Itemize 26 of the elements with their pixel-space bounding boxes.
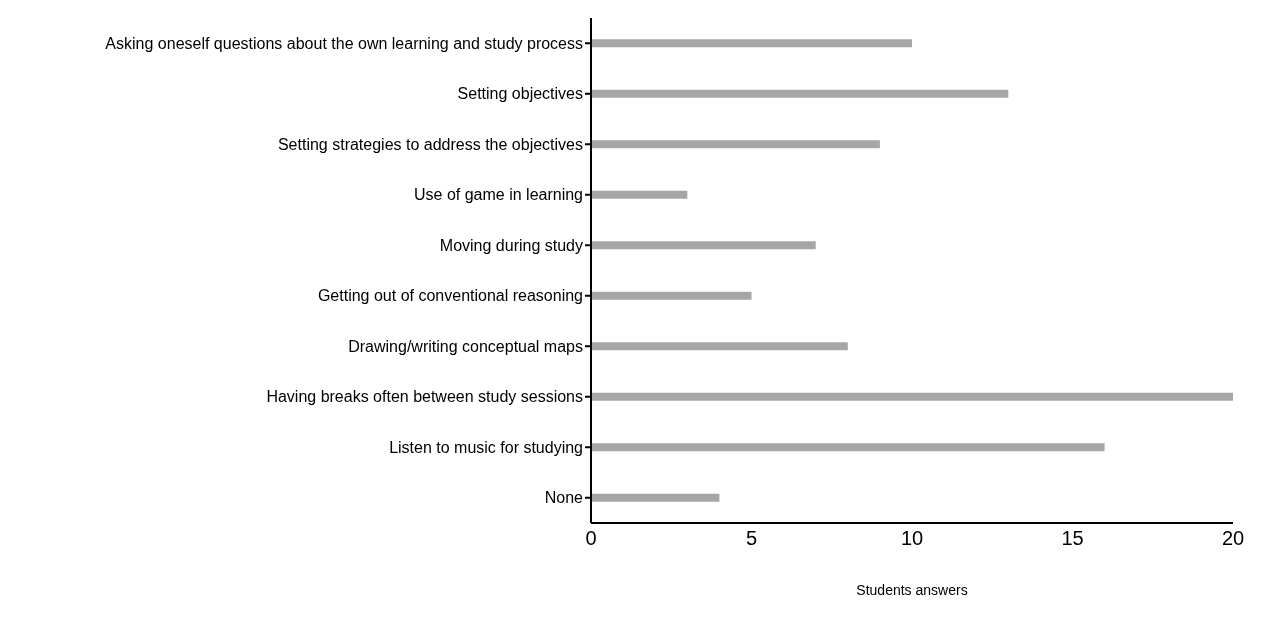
x-tick-label: 5	[745, 527, 758, 550]
y-tick-label: Having breaks often between study sessions	[266, 388, 583, 406]
bar	[591, 443, 1105, 452]
bar	[591, 39, 912, 48]
y-tick-label: Drawing/writing conceptual maps	[348, 337, 583, 355]
x-tick-label: 10	[900, 527, 924, 550]
bar	[591, 392, 1233, 401]
x-tick-label: 20	[1221, 527, 1245, 550]
x-axis-title: Students answers	[856, 582, 968, 598]
y-tick-label: Moving during study	[439, 236, 583, 254]
bar	[591, 241, 816, 250]
bar	[591, 190, 688, 199]
x-tick-label: 0	[585, 527, 597, 550]
y-tick-label: None	[544, 489, 584, 507]
y-tick-label: Setting strategies to address the objectives	[277, 135, 583, 153]
bar	[591, 493, 720, 502]
bar	[591, 140, 880, 149]
y-tick-label: Use of game in learning	[414, 186, 583, 204]
x-tick-label: 15	[1061, 527, 1084, 550]
bar	[591, 89, 1009, 98]
bar	[591, 342, 848, 351]
y-tick-label: Asking oneself questions about the own learning and study process	[105, 34, 583, 52]
y-tick-label: Listen to music for studying	[389, 438, 583, 456]
y-tick-label: Getting out of conventional reasoning	[317, 287, 583, 305]
bar	[591, 291, 752, 300]
y-tick-label: Setting objectives	[457, 85, 583, 103]
